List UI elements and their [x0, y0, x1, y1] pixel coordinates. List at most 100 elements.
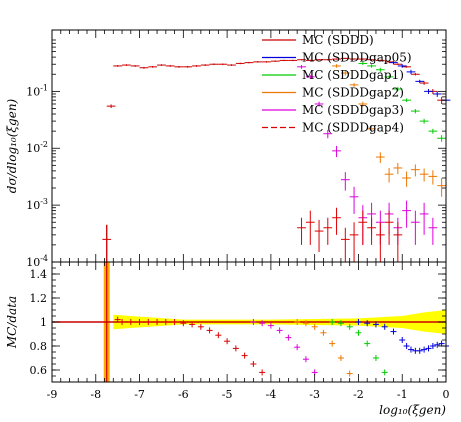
ratio-point: [372, 321, 379, 328]
data-point: [393, 63, 403, 66]
data-point: [428, 170, 438, 185]
data-point: [183, 65, 193, 68]
data-point: [375, 152, 385, 164]
ratio-series-mc-sdddgap4: [114, 316, 266, 376]
data-point: [174, 65, 184, 68]
data-point: [384, 75, 394, 79]
data-point: [227, 64, 236, 66]
main-y-axis-label: dσ/dlog₁₀(ξgen): [5, 98, 19, 193]
ratio-point: [429, 343, 436, 349]
ratio-point: [285, 334, 292, 341]
ratio-point: [364, 320, 371, 327]
ratio-point: [302, 320, 309, 327]
ratio-y-tick-label: 1: [40, 316, 47, 329]
data-point: [402, 200, 411, 228]
legend-label: MC (SDDDgap1): [302, 68, 404, 82]
ratio-point: [267, 322, 274, 329]
data-point: [314, 59, 324, 61]
legend: MC (SDDD) MC (SDDDgap05) MC (SDDDgap1) MC (…: [262, 33, 412, 135]
data-point: [122, 64, 131, 66]
ratio-point: [114, 316, 121, 323]
ratio-point: [250, 319, 257, 325]
main-y-tick-label: 10-2: [26, 140, 48, 155]
x-tick-label: -9: [47, 388, 58, 401]
x-tick-label: -1: [397, 388, 408, 401]
ratio-series-mc-sdddgap1: [329, 319, 388, 376]
data-point: [297, 65, 306, 69]
data-point: [340, 70, 350, 76]
data-point: [340, 172, 350, 191]
data-point: [270, 60, 280, 62]
data-point: [349, 186, 359, 214]
data-point: [332, 64, 341, 68]
ratio-point: [276, 327, 283, 334]
main-y-tick-label: 10-4: [26, 254, 48, 269]
legend-label: MC (SDDD): [302, 33, 374, 47]
legend-item-mc-sdddgap1: MC (SDDDgap1): [262, 68, 404, 82]
ratio-point: [241, 352, 248, 359]
ratio-y-tick-label: 0.6: [30, 364, 48, 377]
ratio-point: [294, 344, 301, 351]
data-point: [218, 63, 228, 66]
legend-item-mc-sddd: MC (SDDD): [262, 33, 374, 47]
ratio-point: [224, 338, 231, 345]
data-point: [297, 59, 306, 61]
ratio-series-mc-sdddgap05: [355, 319, 449, 354]
ratio-point: [346, 323, 353, 330]
data-point: [314, 101, 324, 107]
data-point: [253, 61, 263, 63]
data-point: [367, 64, 376, 68]
data-point: [113, 65, 123, 67]
legend-item-mc-sdddgap4: MC (SDDDgap4): [262, 121, 404, 135]
ratio-point: [171, 319, 178, 325]
data-point: [200, 64, 210, 66]
ratio-x-axis: -9 -8 -7 -6 -5 -4 -3 -2 -1 0: [47, 262, 450, 401]
x-axis-label: log₁₀(ξgen): [379, 403, 446, 417]
legend-label: MC (SDDDgap4): [302, 121, 404, 135]
ratio-point: [346, 370, 353, 377]
data-point: [419, 118, 429, 124]
ratio-point: [180, 320, 187, 327]
legend-label: MC (SDDDgap3): [302, 103, 404, 117]
legend-item-mc-sdddgap3: MC (SDDDgap3): [262, 103, 404, 117]
data-point: [349, 58, 359, 60]
main-series-group: [102, 57, 451, 262]
ratio-point: [421, 346, 428, 353]
x-tick-label: 0: [443, 388, 450, 401]
main-y-tick-label: 10-3: [26, 197, 48, 212]
ratio-point: [416, 347, 423, 354]
series-mc-sdddgap4: [297, 207, 403, 262]
ratio-panel: 0.6 0.8 1 1.2 1.4 -9 -8 -7 -6 -5 -4 -3 -2 -1 0 MC/dat…: [5, 261, 450, 417]
series-mc-sdddgap2: [332, 64, 446, 197]
ratio-point: [302, 356, 309, 363]
data-point: [288, 59, 298, 62]
data-point: [358, 210, 368, 245]
ratio-point: [259, 369, 266, 376]
data-point: [437, 135, 446, 142]
ratio-point: [127, 319, 134, 325]
ratio-point: [119, 319, 126, 325]
ratio-point: [381, 323, 388, 330]
ratio-point: [329, 340, 336, 347]
ratio-point: [399, 337, 406, 343]
data-point: [106, 104, 116, 108]
legend-item-mc-sdddgap05: MC (SDDDgap05): [262, 51, 412, 65]
data-point: [367, 217, 376, 245]
data-point: [297, 217, 306, 245]
data-point: [332, 58, 341, 60]
main-x-ticks: [51, 30, 447, 262]
data-point: [393, 222, 403, 262]
ratio-y-tick-label: 0.8: [30, 340, 48, 353]
data-point: [244, 61, 254, 64]
ratio-point: [197, 323, 204, 330]
ratio-point: [390, 328, 397, 335]
data-point: [375, 59, 385, 62]
data-point: [384, 167, 394, 183]
ratio-point: [329, 319, 336, 325]
ratio-point: [364, 340, 371, 347]
data-point: [393, 163, 403, 175]
ratio-y-tick-label: 1.2: [30, 292, 48, 305]
data-point: [393, 86, 403, 92]
ratio-point: [154, 319, 161, 325]
data-point: [148, 65, 158, 68]
